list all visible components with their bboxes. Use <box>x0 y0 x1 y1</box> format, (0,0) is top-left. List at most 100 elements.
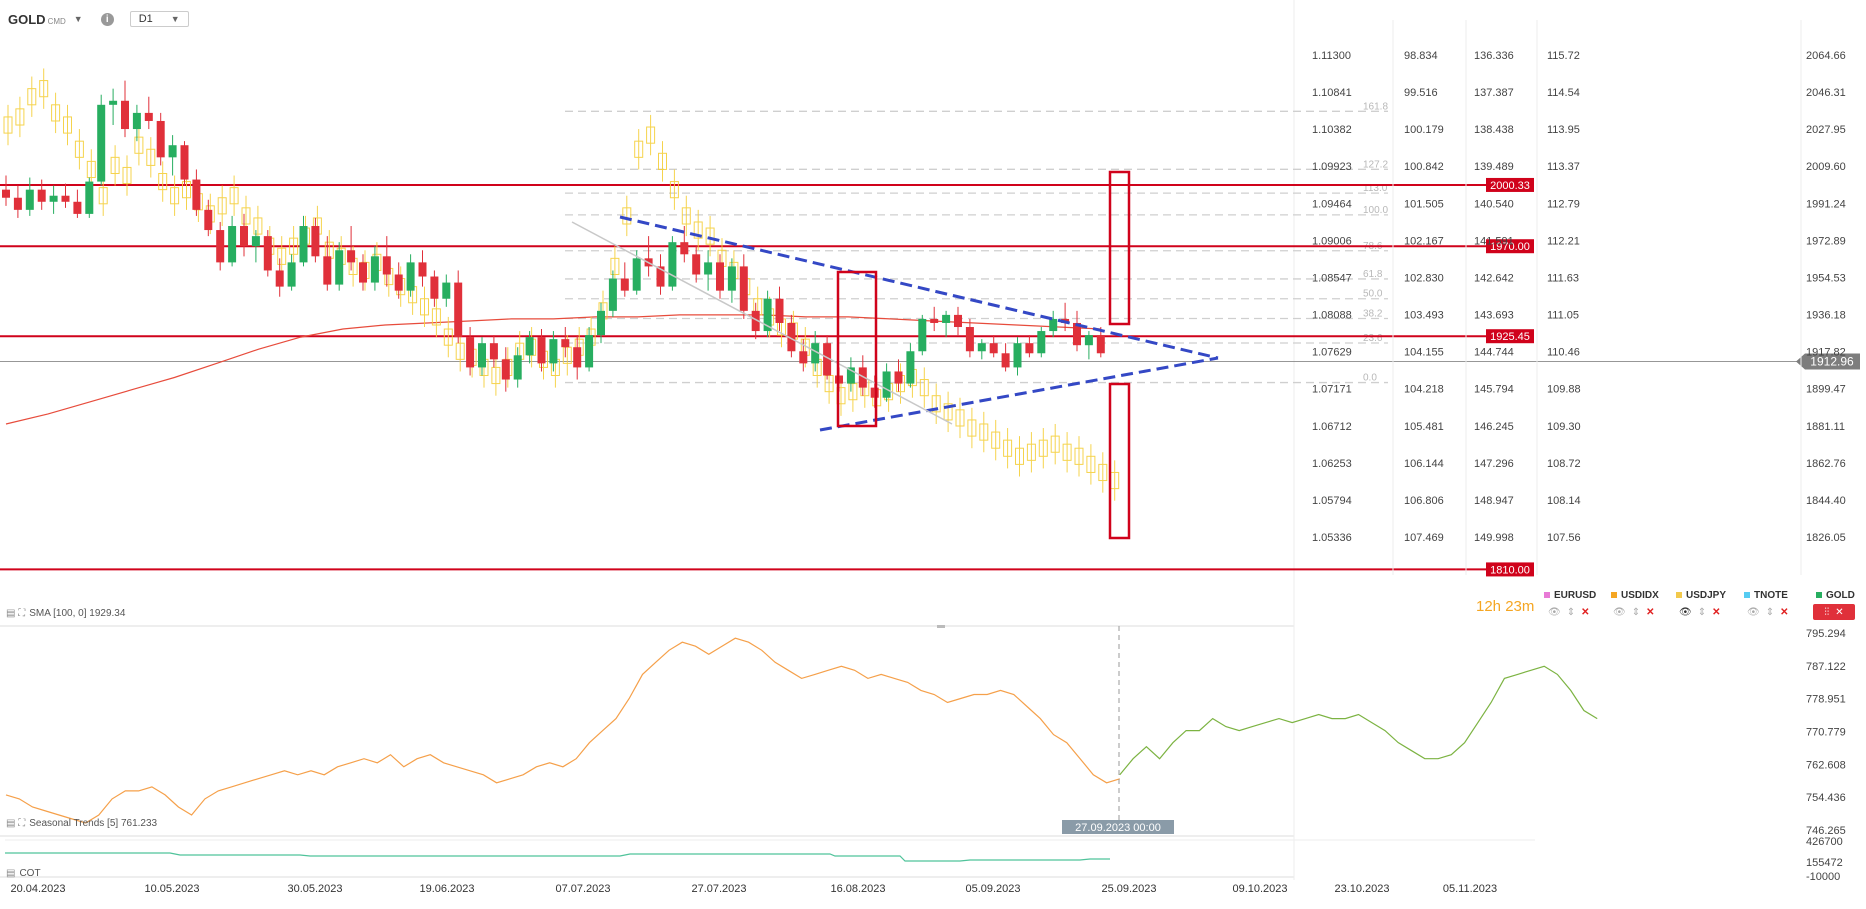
compare-axis-tick: 114.54 <box>1547 87 1580 99</box>
candle-body <box>311 226 320 257</box>
projection-body <box>693 221 703 239</box>
candle-body <box>894 371 903 384</box>
crosshair-time-tag <box>1062 820 1174 834</box>
eurusd-controls[interactable]: 👁 ⇕ ✕ <box>1548 607 1589 618</box>
tnote-controls[interactable]: 👁 ⇕ ✕ <box>1747 607 1788 618</box>
usdjpy-color-swatch <box>1676 592 1682 598</box>
fib-level-label: 50.0 <box>1363 289 1383 300</box>
projection-body <box>431 308 441 326</box>
candle-body <box>132 112 141 130</box>
eye-icon[interactable]: 👁 <box>1679 607 1692 618</box>
eurusd-color-swatch <box>1544 592 1550 598</box>
compare-axis-tick: 144.744 <box>1474 347 1514 359</box>
candle-body <box>263 236 272 271</box>
fib-level-label: 113.0 <box>1363 183 1388 194</box>
usdjpy-controls[interactable]: 👁 ⇕ ✕ <box>1679 607 1720 618</box>
gold-controls[interactable]: ⫶⫶ ✕ <box>1813 604 1855 620</box>
compare-axis-tick: 102.830 <box>1404 272 1444 284</box>
sort-icon[interactable]: ⇕ <box>1697 607 1707 618</box>
level-price-tag <box>1486 329 1534 344</box>
compare-axis-tick: 1.07171 <box>1312 384 1352 396</box>
candle-body <box>727 266 736 291</box>
legend-usdjpy[interactable]: USDJPY <box>1676 590 1726 601</box>
projection-body <box>681 207 691 225</box>
close-icon[interactable]: ✕ <box>1712 607 1721 618</box>
compare-axis-tick: 1.07629 <box>1312 347 1352 359</box>
symbol-name[interactable]: GOLD CMD <box>8 11 66 27</box>
seasonal-indicator-label[interactable]: ▤ ⛶ Seasonal Trends [5] 761.233 <box>6 818 158 829</box>
legend-usdidx[interactable]: USDIDX <box>1611 590 1659 601</box>
compare-axis-tick: 1.06712 <box>1312 421 1352 433</box>
usdidx-controls[interactable]: 👁 ⇕ ✕ <box>1613 607 1654 618</box>
projection-body <box>122 166 132 185</box>
candle-body <box>692 254 701 275</box>
projection-body <box>931 395 941 413</box>
candle-timer: 12h 23m <box>1476 598 1535 615</box>
compare-axis-tick: 100.842 <box>1404 161 1444 173</box>
candle-body <box>323 256 332 285</box>
sma-indicator-label[interactable]: ▤ ⛶ SMA [100, 0] 1929.34 <box>6 608 126 619</box>
sort-icon[interactable]: ⇕ <box>1631 607 1641 618</box>
projection-body <box>979 423 989 441</box>
seasonal-axis-tick: 778.951 <box>1806 694 1846 706</box>
price-axis-tick: 1917.82 <box>1806 347 1846 359</box>
legend-gold[interactable]: GOLD <box>1816 590 1855 601</box>
price-axis-tick: 1844.40 <box>1806 495 1846 507</box>
close-icon[interactable]: ✕ <box>1780 607 1789 618</box>
candles-icon[interactable]: ⫶⫶ <box>1824 606 1830 618</box>
info-icon[interactable]: i <box>100 12 114 26</box>
timeframe-select[interactable]: D1 ▼ <box>129 11 189 27</box>
symbol-dropdown-icon[interactable]: ▼ <box>73 14 83 24</box>
candle-body <box>716 262 724 291</box>
compare-axis-tick: 115.72 <box>1547 50 1580 62</box>
candle-body <box>335 250 344 285</box>
eye-icon[interactable]: 👁 <box>1548 607 1561 618</box>
candle-body <box>121 100 129 130</box>
legend-eurusd[interactable]: EURUSD <box>1544 590 1596 601</box>
eye-icon[interactable]: 👁 <box>1747 607 1760 618</box>
crosshair-time-label: 27.09.2023 00:00 <box>1075 822 1161 834</box>
compare-axis-tick: 148.947 <box>1474 495 1514 507</box>
fib-level-label: 61.8 <box>1363 269 1383 280</box>
candles-group <box>2 80 1105 408</box>
compare-axis-tick: 101.505 <box>1404 198 1444 210</box>
candle-body <box>739 266 748 311</box>
eye-icon[interactable]: 👁 <box>1613 607 1626 618</box>
seasonal-axis-tick: 762.608 <box>1806 759 1846 771</box>
candle-body <box>144 112 153 121</box>
projection-body <box>420 298 429 316</box>
candle-body <box>25 189 34 210</box>
candle-body <box>454 282 463 338</box>
level-price-label: 1810.00 <box>1490 564 1530 576</box>
cot-indicator-label[interactable]: ▤ COT <box>6 868 41 879</box>
x-axis-tick: 09.10.2023 <box>1232 883 1287 895</box>
projection-body <box>705 227 715 245</box>
close-icon[interactable]: ✕ <box>1646 607 1655 618</box>
projection-body <box>158 172 168 191</box>
close-icon[interactable]: ✕ <box>1835 606 1844 618</box>
candle-body <box>930 318 939 323</box>
candle-body <box>418 262 427 277</box>
projection-body <box>39 80 49 98</box>
candle-body <box>977 343 986 352</box>
legend-tnote[interactable]: TNOTE <box>1744 590 1788 601</box>
fib-level-label: 38.2 <box>1363 309 1383 320</box>
price-axis-tick: 1972.89 <box>1806 235 1846 247</box>
compare-axis-tick: 137.387 <box>1474 87 1514 99</box>
candle-body <box>858 367 867 388</box>
x-axis-tick: 19.06.2023 <box>419 883 474 895</box>
sort-icon[interactable]: ⇕ <box>1765 607 1775 618</box>
compare-axis-tick: 146.245 <box>1474 421 1514 433</box>
compare-axis-tick: 143.693 <box>1474 310 1514 322</box>
close-icon[interactable]: ✕ <box>1581 607 1590 618</box>
projection-body <box>3 116 13 134</box>
menu-icon[interactable]: ▤ ⛶ <box>6 818 26 829</box>
candle-body <box>287 262 296 287</box>
sort-icon[interactable]: ⇕ <box>1566 607 1576 618</box>
compare-axis-tick: 106.806 <box>1404 495 1444 507</box>
candle-body <box>1025 343 1034 354</box>
menu-icon[interactable]: ▤ <box>6 868 16 879</box>
menu-icon[interactable]: ▤ ⛶ <box>6 608 26 619</box>
candle-body <box>275 270 284 287</box>
